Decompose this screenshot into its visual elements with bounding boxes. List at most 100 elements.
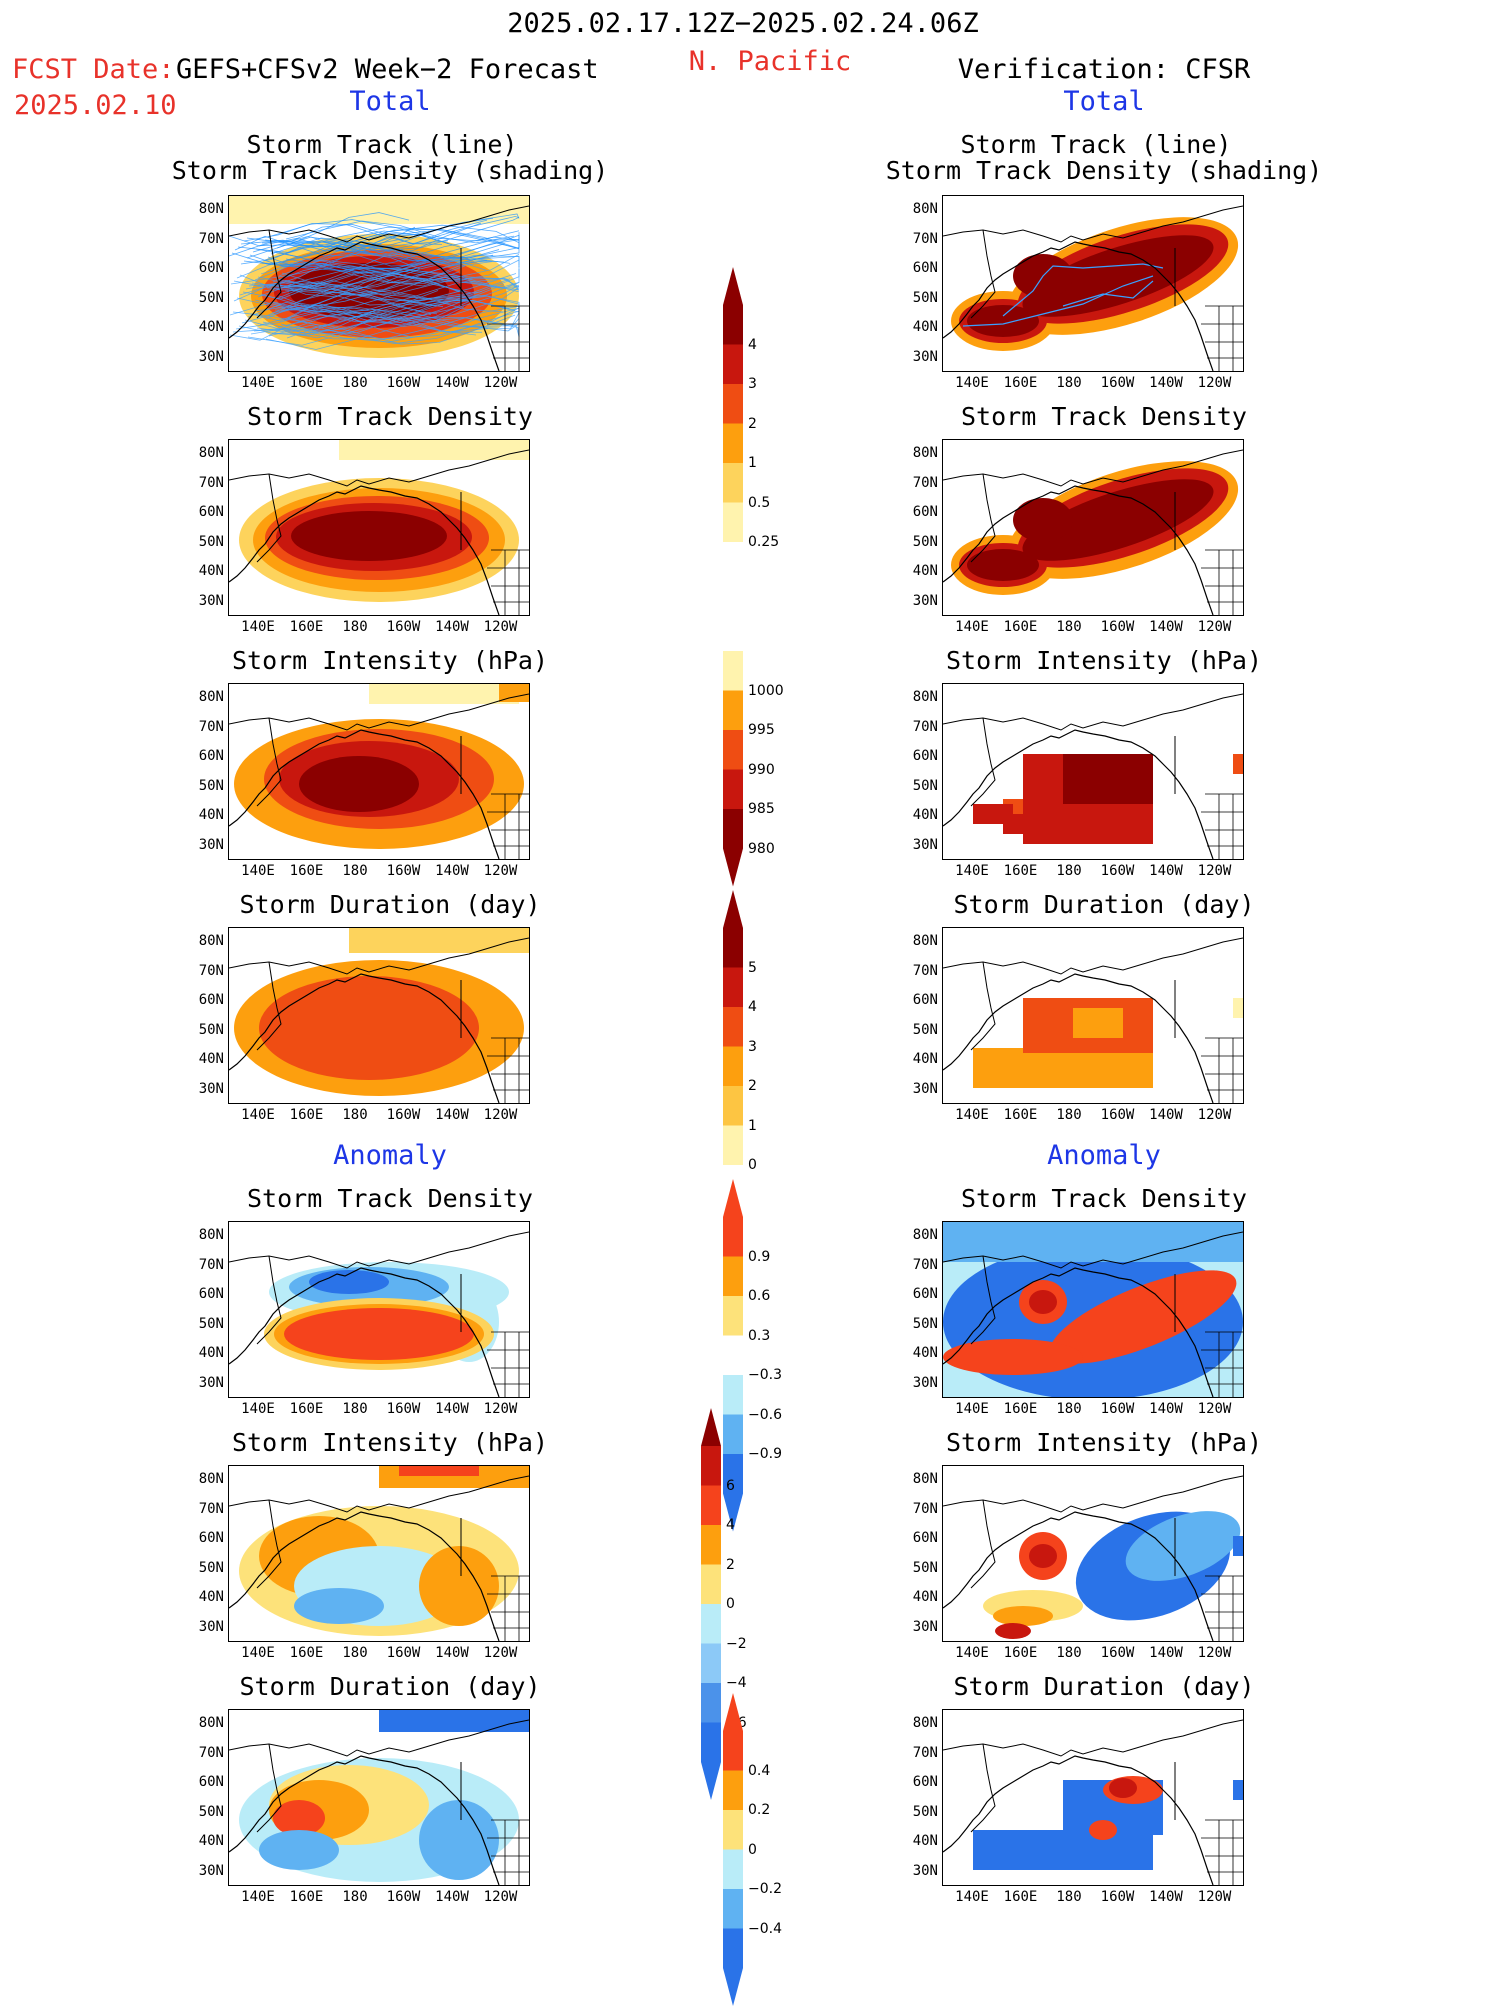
lon-tick-label: 180 <box>1056 863 1082 879</box>
map-canvas <box>943 1719 1243 1885</box>
colorbar-label: −0.3 <box>748 1367 782 1383</box>
lon-tick-label: 160E <box>1003 1107 1038 1123</box>
colorbar-label: 0.9 <box>748 1248 771 1265</box>
colorbar-label: 4 <box>726 1517 735 1533</box>
shading-blob <box>284 1308 474 1360</box>
lat-tick-label: 80N <box>912 1715 938 1731</box>
lat-tick-label: 80N <box>198 933 224 949</box>
map-canvas <box>943 205 1243 371</box>
shading-cell <box>339 440 529 460</box>
lon-tick-label: 180 <box>342 863 368 879</box>
lon-tick-label: 160E <box>1003 1645 1038 1661</box>
lat-tick-label: 60N <box>198 260 224 276</box>
shading-blob <box>1013 498 1073 542</box>
shading-blob <box>294 1588 384 1624</box>
lon-tick-label: 120W <box>1197 1645 1232 1661</box>
colorbar-segment <box>701 1604 721 1644</box>
lon-tick-label: 160W <box>386 375 421 391</box>
shading-blob <box>1029 1290 1057 1314</box>
lat-tick-label: 70N <box>198 718 224 735</box>
lon-tick-label: 120W <box>1197 1889 1232 1905</box>
map-canvas <box>943 693 1243 859</box>
lon-tick-label: 160E <box>1003 1401 1038 1417</box>
colorbar-segment <box>723 730 743 770</box>
lon-tick-label: 160W <box>386 863 421 879</box>
fcst-date: 2025.02.10 <box>14 90 177 121</box>
colorbar-label: 0 <box>748 1841 757 1858</box>
lat-tick-label: 50N <box>912 777 938 794</box>
lat-tick-label: 30N <box>912 836 938 853</box>
colorbar-segment <box>723 769 743 809</box>
lon-tick-label: 120W <box>1197 619 1232 635</box>
title-anom-duration-right: Storm Duration (day) <box>953 1672 1255 1701</box>
map-canvas <box>229 1466 529 1641</box>
lon-tick-label: 140W <box>1149 1107 1183 1123</box>
lat-tick-label: 50N <box>198 777 224 794</box>
shading-blob <box>419 1800 499 1880</box>
lat-tick-label: 40N <box>912 1345 938 1361</box>
colorbar-arrow-top <box>723 1179 743 1217</box>
lat-tick-label: 80N <box>198 689 224 705</box>
lat-tick-label: 70N <box>198 1256 224 1273</box>
map-canvas <box>229 684 529 859</box>
lon-tick-label: 120W <box>483 1645 518 1661</box>
lon-tick-label: 160W <box>1100 1645 1135 1661</box>
lon-tick-label: 120W <box>483 619 518 635</box>
lat-tick-label: 30N <box>198 1862 224 1879</box>
colorbar-label: 1000 <box>748 682 784 699</box>
lon-tick-label: 140W <box>1149 1645 1183 1661</box>
lat-tick-label: 60N <box>198 1286 224 1302</box>
lon-tick-label: 120W <box>1197 375 1232 391</box>
lat-tick-label: 30N <box>198 1080 224 1097</box>
title-anom-intensity-left: Storm Intensity (hPa) <box>231 1428 549 1457</box>
map-canvas <box>943 937 1243 1103</box>
lat-tick-label: 30N <box>912 348 938 365</box>
lon-tick-label: 120W <box>483 1107 518 1123</box>
colorbar-duration_anom <box>723 1693 743 2006</box>
lon-tick-label: 180 <box>1056 619 1082 635</box>
title-anom-density-left: Storm Track Density <box>247 1184 533 1213</box>
colorbar-segment <box>701 1683 721 1723</box>
colorbar-segment <box>723 1256 743 1296</box>
colorbar-label: 0 <box>726 1596 735 1612</box>
colorbar-segment <box>701 1564 721 1604</box>
colorbar-label: −0.6 <box>748 1406 782 1423</box>
lat-tick-label: 50N <box>198 289 224 306</box>
verification-label: Verification: CFSR <box>957 54 1251 85</box>
title-density-right: Storm Track Density <box>961 402 1247 431</box>
lon-tick-label: 140W <box>435 619 469 635</box>
shading-cell <box>1063 754 1153 804</box>
colorbar-label: 0.5 <box>748 494 771 511</box>
colorbar-label: 985 <box>748 801 775 817</box>
colorbar-arrow-top <box>723 890 743 928</box>
shading-blob <box>943 1339 1083 1375</box>
map-panel-left-2 <box>228 439 530 616</box>
map-canvas <box>229 1710 529 1885</box>
lat-tick-label: 40N <box>198 1051 224 1067</box>
colorbar-label: 3 <box>748 376 757 392</box>
lat-tick-label: 60N <box>912 260 938 276</box>
map-panel-left-6 <box>228 1465 530 1642</box>
lon-tick-label: 160E <box>289 1889 324 1905</box>
colorbar-segment <box>723 809 743 849</box>
lat-tick-label: 30N <box>198 348 224 365</box>
lat-tick-label: 40N <box>912 563 938 579</box>
lon-tick-label: 160E <box>1003 1889 1038 1905</box>
shading-cell <box>1003 814 1073 834</box>
colorbar-segment <box>723 1454 743 1494</box>
lon-tick-label: 120W <box>483 863 518 879</box>
lon-tick-label: 140W <box>435 863 469 879</box>
shading-blob <box>1109 1778 1137 1798</box>
lon-tick-label: 140E <box>241 1889 275 1905</box>
lat-tick-label: 40N <box>912 807 938 823</box>
section-total-right: Total <box>1063 86 1145 117</box>
lon-tick-label: 160E <box>1003 863 1038 879</box>
lat-tick-label: 40N <box>912 1833 938 1849</box>
lon-tick-label: 140E <box>955 863 989 879</box>
colorbar-label: 1 <box>748 455 757 471</box>
shading-blob <box>1022 479 1214 561</box>
colorbar-label: 1 <box>748 1117 757 1134</box>
title-intensity-left: Storm Intensity (hPa) <box>231 646 549 675</box>
colorbar-label: 0 <box>748 1157 757 1173</box>
title-anom-intensity-right: Storm Intensity (hPa) <box>945 1428 1263 1457</box>
